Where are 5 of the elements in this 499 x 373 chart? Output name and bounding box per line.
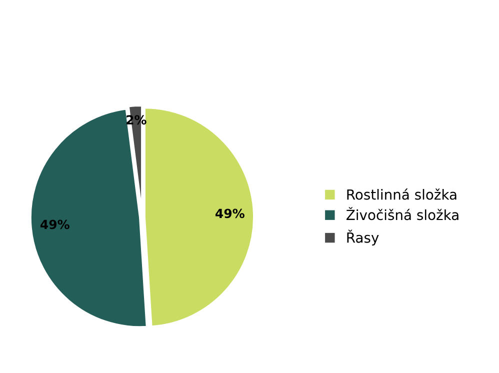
legend-label: Rostlinná složka	[347, 188, 456, 200]
data-label: 49%	[216, 208, 244, 218]
legend-label: Řasy	[347, 230, 379, 246]
data-label: 49%	[40, 220, 70, 230]
legend-label: Živočišná složka	[346, 207, 458, 220]
